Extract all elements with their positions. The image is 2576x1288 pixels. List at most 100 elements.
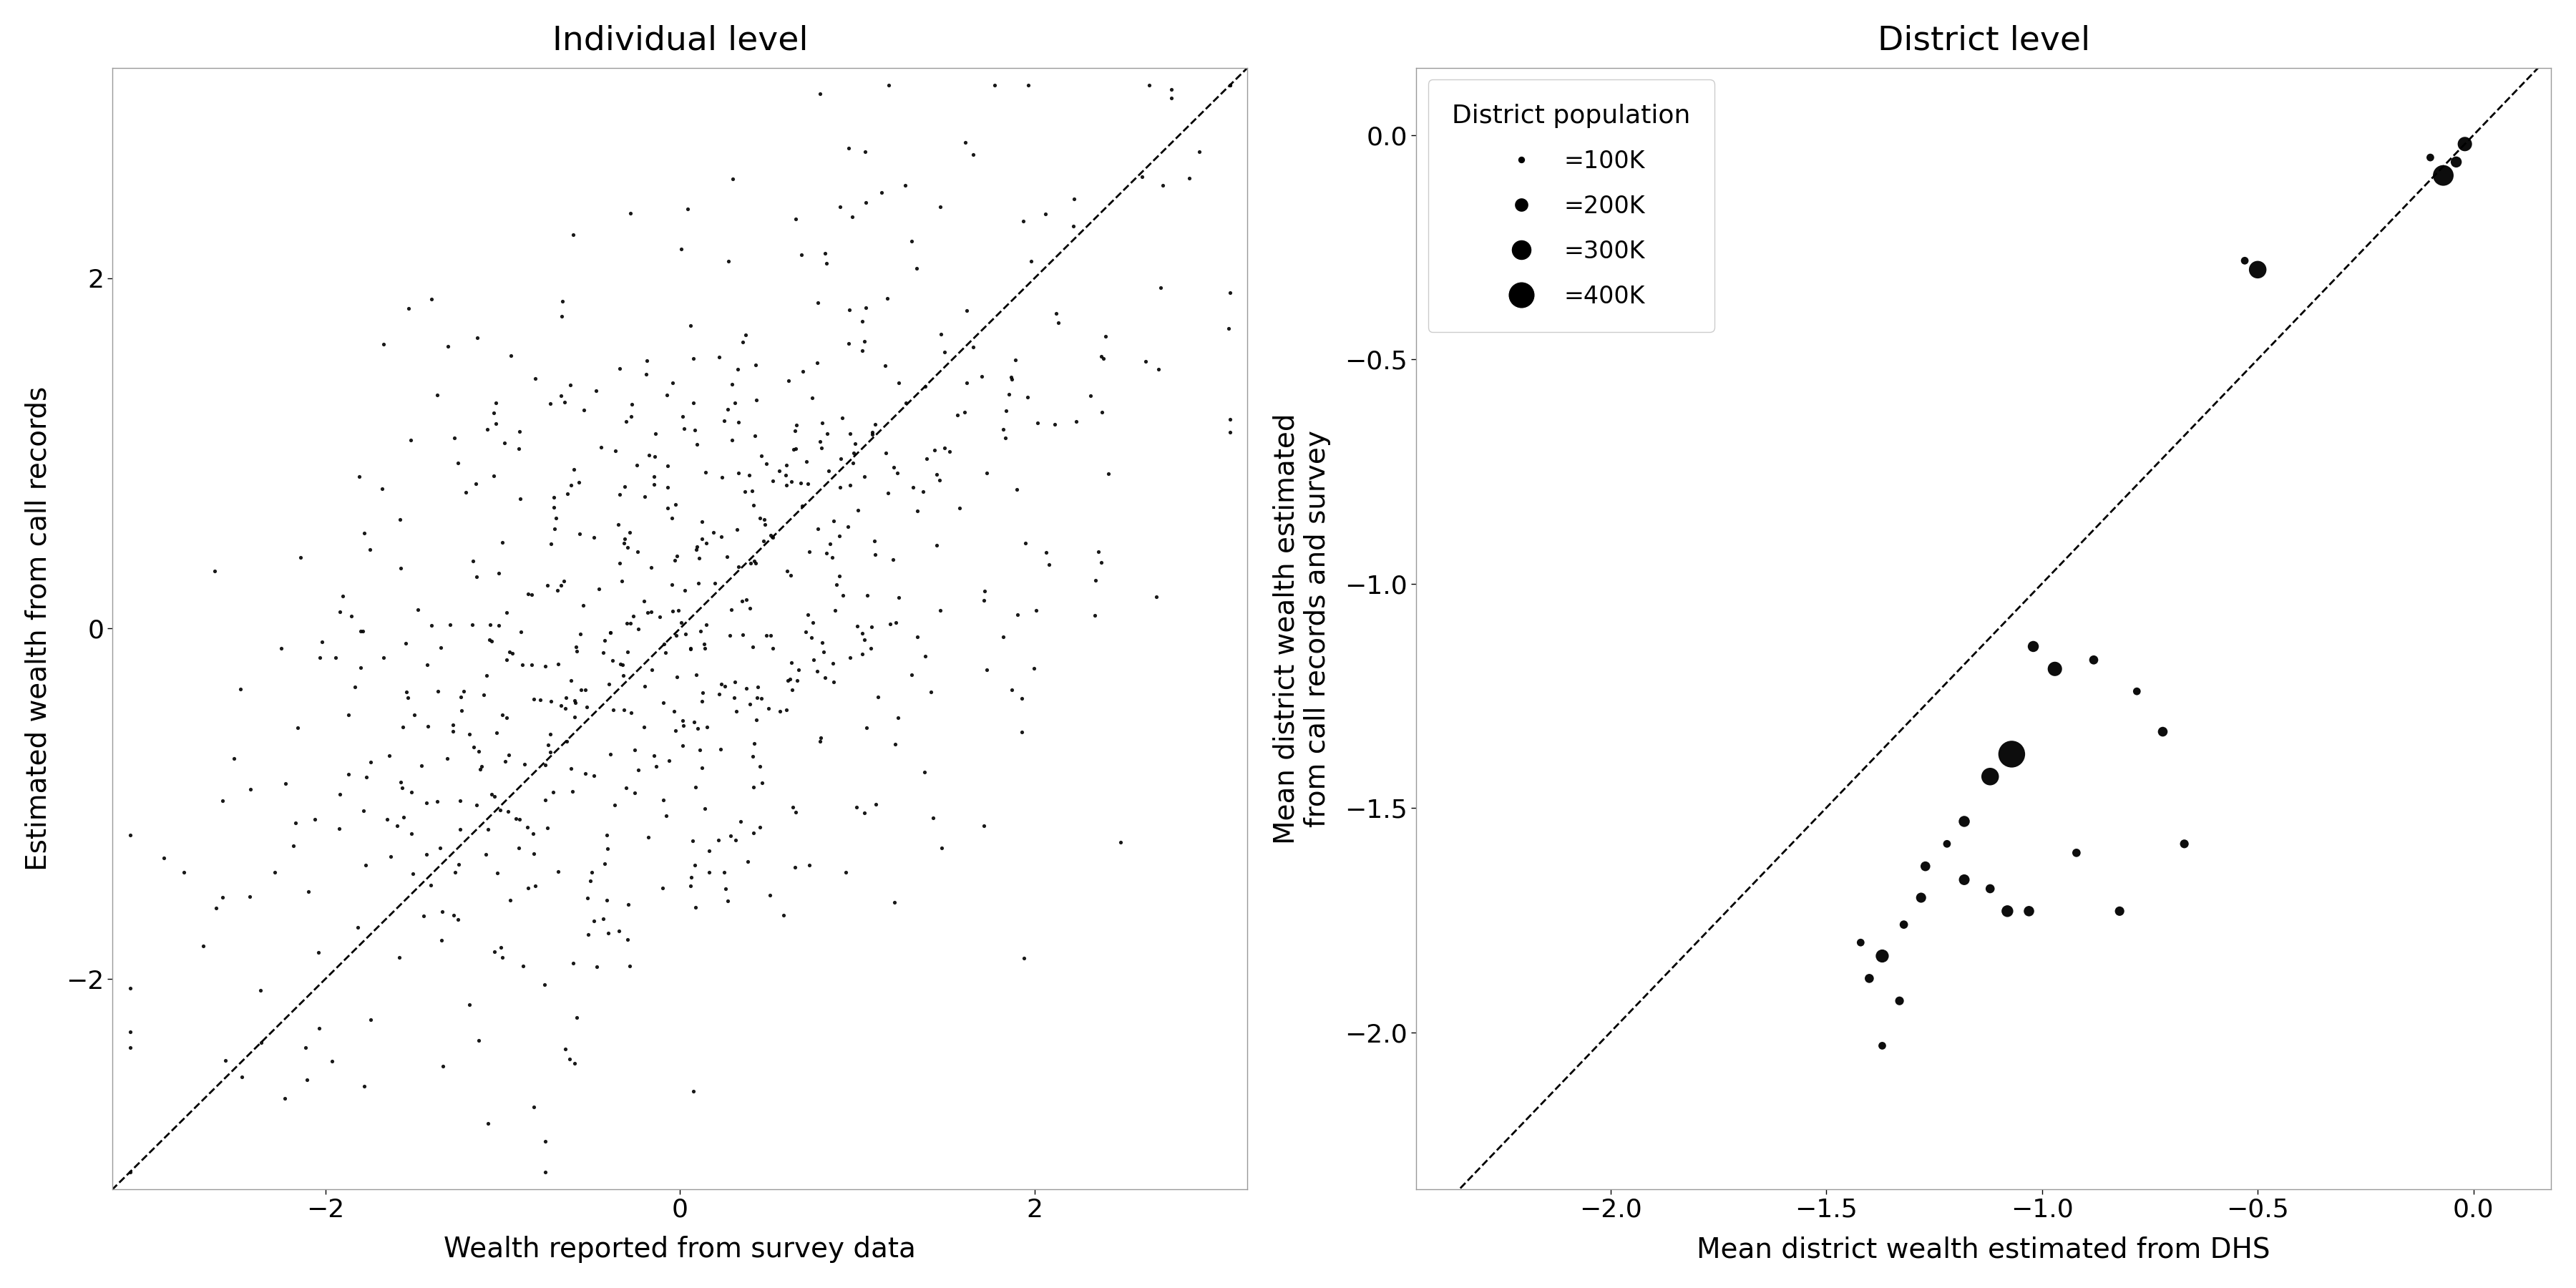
- Point: [855, 415, 896, 435]
- Point: [799, 84, 840, 104]
- Point: [652, 600, 693, 621]
- Point: [737, 710, 778, 730]
- Point: [788, 855, 829, 876]
- Point: [914, 440, 956, 461]
- Point: [801, 728, 842, 748]
- Point: [858, 687, 899, 707]
- Point: [811, 547, 853, 568]
- Point: [592, 650, 634, 671]
- Point: [554, 953, 595, 974]
- Point: [1883, 914, 1924, 935]
- Point: [868, 614, 909, 635]
- Point: [945, 300, 987, 321]
- Point: [577, 956, 618, 976]
- Point: [716, 519, 757, 540]
- Point: [796, 353, 837, 374]
- Point: [111, 1162, 152, 1182]
- Point: [580, 578, 621, 599]
- Point: [554, 1054, 595, 1074]
- Point: [466, 844, 507, 864]
- Point: [665, 419, 706, 439]
- Point: [332, 605, 374, 626]
- Point: [832, 443, 873, 464]
- Point: [505, 753, 546, 774]
- Point: [631, 659, 672, 680]
- Point: [801, 632, 842, 653]
- Point: [350, 540, 392, 560]
- Point: [768, 370, 809, 390]
- Point: [598, 484, 639, 505]
- Point: [585, 890, 626, 911]
- Point: [343, 1075, 384, 1096]
- Point: [322, 586, 363, 607]
- Point: [301, 631, 343, 652]
- Point: [783, 361, 824, 381]
- Point: [685, 614, 726, 635]
- Point: [775, 670, 817, 690]
- Point: [729, 465, 770, 486]
- Point: [479, 616, 520, 636]
- Point: [1002, 721, 1043, 742]
- Point: [819, 448, 860, 469]
- Point: [428, 748, 469, 769]
- Point: [392, 823, 433, 844]
- Point: [853, 421, 894, 442]
- Point: [644, 634, 685, 654]
- Point: [680, 547, 721, 568]
- Point: [489, 744, 531, 765]
- Point: [526, 1131, 567, 1151]
- Point: [363, 647, 404, 667]
- Point: [765, 699, 806, 720]
- Point: [611, 613, 652, 634]
- Point: [2434, 152, 2476, 173]
- Point: [1208, 75, 1249, 95]
- Point: [379, 558, 420, 578]
- Point: [459, 741, 500, 761]
- Point: [842, 310, 884, 331]
- Point: [526, 576, 567, 596]
- Point: [994, 350, 1036, 371]
- Point: [386, 687, 428, 707]
- Point: [708, 625, 750, 645]
- Point: [201, 887, 242, 908]
- Point: [605, 613, 647, 634]
- Point: [618, 760, 659, 781]
- Point: [734, 354, 775, 375]
- Point: [866, 443, 907, 464]
- Point: [719, 556, 760, 577]
- Point: [456, 795, 497, 815]
- Point: [567, 887, 608, 908]
- Point: [2012, 636, 2053, 657]
- Point: [654, 720, 696, 741]
- Point: [603, 654, 644, 675]
- Point: [2445, 134, 2486, 155]
- Point: [289, 881, 330, 902]
- Point: [734, 495, 775, 515]
- Point: [546, 483, 587, 504]
- Point: [386, 681, 428, 702]
- Point: [987, 401, 1028, 421]
- Point: [1054, 189, 1095, 210]
- Point: [572, 527, 613, 547]
- Point: [623, 590, 665, 611]
- Point: [299, 648, 340, 668]
- Point: [845, 802, 886, 823]
- Point: [703, 676, 744, 697]
- Point: [531, 724, 572, 744]
- Point: [600, 653, 641, 674]
- Point: [417, 385, 459, 406]
- Point: [634, 474, 675, 495]
- Point: [631, 601, 672, 622]
- X-axis label: Mean district wealth estimated from DHS: Mean district wealth estimated from DHS: [1698, 1236, 2269, 1264]
- Point: [775, 857, 817, 877]
- Point: [842, 644, 884, 665]
- Point: [657, 600, 698, 621]
- Point: [1901, 887, 1942, 908]
- Point: [750, 885, 791, 905]
- Point: [902, 480, 943, 501]
- Point: [904, 376, 945, 397]
- Point: [654, 495, 696, 515]
- Point: [451, 614, 492, 635]
- Legend: =100K, =200K, =300K, =400K: =100K, =200K, =300K, =400K: [1427, 80, 1716, 332]
- Point: [683, 683, 724, 703]
